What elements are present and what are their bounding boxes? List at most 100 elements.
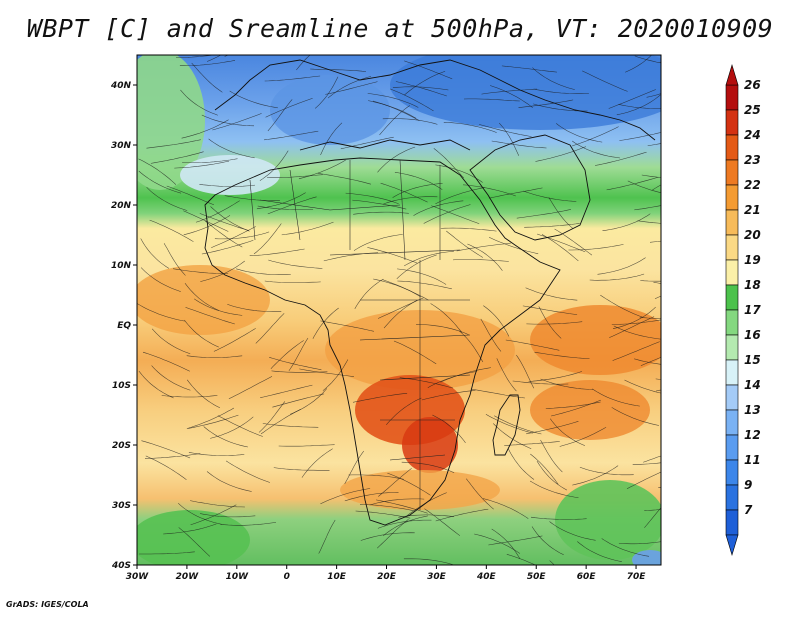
streamline xyxy=(285,55,289,56)
streamline xyxy=(150,151,204,164)
streamline xyxy=(404,71,446,96)
streamline xyxy=(597,257,646,275)
streamline xyxy=(323,252,379,262)
streamline xyxy=(488,535,543,546)
streamline xyxy=(345,192,399,204)
wbpt-green-west xyxy=(137,55,205,190)
streamline xyxy=(210,416,254,439)
streamline xyxy=(498,122,520,156)
streamline xyxy=(383,196,438,205)
wbpt-low-blue-east xyxy=(390,55,661,130)
streamline xyxy=(178,502,222,525)
streamline xyxy=(618,104,661,109)
streamline xyxy=(611,407,660,426)
streamline xyxy=(506,554,537,565)
streamline xyxy=(212,113,262,131)
streamline xyxy=(608,89,656,109)
streamline xyxy=(658,487,661,488)
streamline xyxy=(639,317,661,319)
streamline xyxy=(236,268,291,275)
streamline xyxy=(310,68,367,72)
streamline xyxy=(571,126,619,147)
streamline xyxy=(540,378,594,390)
streamline xyxy=(568,244,624,251)
streamline xyxy=(266,174,323,178)
streamline xyxy=(288,337,309,372)
streamline xyxy=(551,399,601,417)
lon-tick-label: 20W xyxy=(176,572,200,582)
streamline xyxy=(206,471,252,492)
streamline xyxy=(382,279,429,301)
streamline xyxy=(653,282,661,284)
streamline xyxy=(185,307,235,325)
streamline xyxy=(582,70,628,92)
streamline xyxy=(352,199,407,210)
streamline xyxy=(516,209,572,219)
streamline xyxy=(227,304,282,312)
colorbar-label: 24 xyxy=(744,128,761,142)
streamline xyxy=(435,187,485,205)
streamline xyxy=(151,365,191,391)
streamline xyxy=(166,185,215,206)
colorbar-label: 7 xyxy=(744,503,753,517)
streamline xyxy=(624,379,661,394)
streamline xyxy=(640,280,661,282)
colorbar-label: 9 xyxy=(744,478,752,492)
streamline xyxy=(537,233,586,253)
wbpt-green-southwest xyxy=(137,510,250,565)
streamline xyxy=(320,488,371,505)
streamline xyxy=(488,236,539,255)
streamline xyxy=(269,357,322,371)
streamline xyxy=(423,204,471,224)
streamline xyxy=(225,460,270,483)
lon-tick-label: 40E xyxy=(476,572,497,582)
streamline xyxy=(496,358,517,392)
grads-credit: GrADS: IGES/COLA xyxy=(6,600,89,609)
streamline xyxy=(401,461,455,473)
chart-title: WBPT [C] and Sreamline at 500hPa, VT: 20… xyxy=(26,14,774,43)
streamline xyxy=(368,100,417,119)
colorbar: 26 25 24 23 22 21 20 19 18 17 16 15 14 13 12 11 9 7 xyxy=(725,63,761,557)
streamline xyxy=(195,200,240,223)
colorbar-swatch xyxy=(725,434,739,461)
streamline xyxy=(191,62,223,93)
streamline xyxy=(378,468,412,497)
streamline xyxy=(146,139,201,149)
streamline xyxy=(545,401,601,409)
streamline xyxy=(141,440,191,459)
colorbar-swatch xyxy=(725,309,739,336)
streamline xyxy=(181,119,229,139)
streamline xyxy=(456,242,512,252)
streamline xyxy=(179,60,236,66)
streamline xyxy=(380,182,428,203)
streamline xyxy=(625,55,653,73)
streamline xyxy=(325,81,378,95)
colorbar-label: 15 xyxy=(744,353,761,367)
streamline xyxy=(572,140,621,159)
streamline xyxy=(249,248,305,256)
streamline xyxy=(210,206,250,232)
colorbar-label: 20 xyxy=(744,228,761,242)
streamline xyxy=(529,480,579,498)
streamline xyxy=(268,259,323,269)
streamline xyxy=(163,523,217,535)
streamline xyxy=(536,460,568,491)
streamline xyxy=(481,88,537,95)
streamline xyxy=(601,538,650,557)
streamline xyxy=(463,184,516,197)
streamline xyxy=(572,465,619,486)
streamline xyxy=(348,474,404,480)
streamline xyxy=(360,532,415,541)
streamline xyxy=(199,513,256,518)
streamline xyxy=(253,223,282,255)
streamline xyxy=(532,67,575,90)
streamline xyxy=(554,228,593,256)
wbpt-pale-northwest xyxy=(180,155,280,195)
streamline xyxy=(485,414,533,434)
streamline xyxy=(272,393,325,408)
streamline xyxy=(644,507,661,528)
streamline xyxy=(643,455,661,463)
streamline xyxy=(301,448,333,478)
streamline xyxy=(526,321,583,325)
